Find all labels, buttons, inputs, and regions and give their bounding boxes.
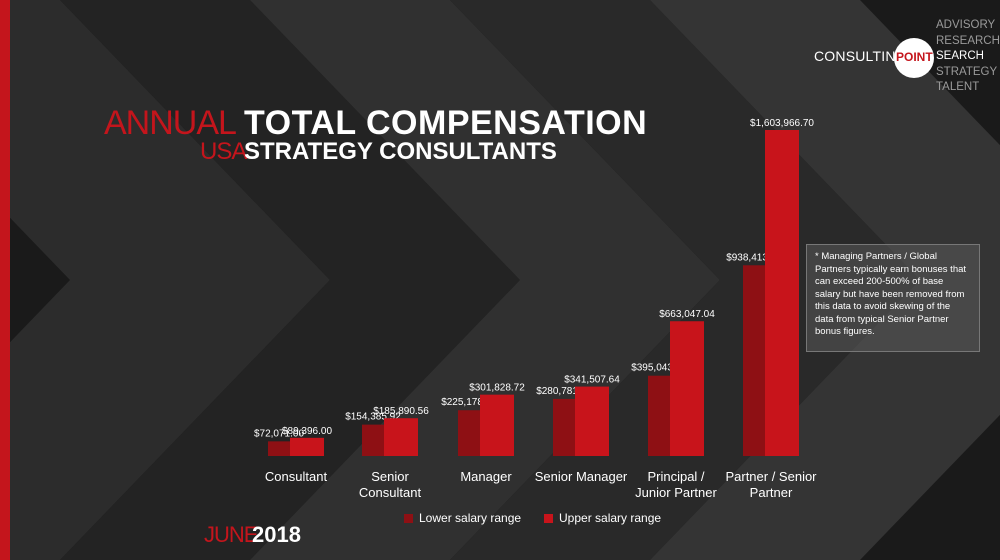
data-label-upper-1: $185,890.56 <box>373 406 429 417</box>
logo-service-strategy: STRATEGY <box>936 65 998 78</box>
footnote-box: * Managing Partners / Global Partners ty… <box>806 244 980 352</box>
logo-mark-text: POINT <box>896 50 933 64</box>
category-label-5-1: Partner <box>750 485 793 500</box>
data-label-lower-5: $938,413.42 <box>726 252 782 263</box>
logo-circle <box>894 38 934 78</box>
bar-upper-5 <box>765 130 799 456</box>
category-label-1-0: Senior <box>371 469 409 484</box>
data-label-lower-2: $225,178.72 <box>441 397 497 408</box>
legend-label-upper: Upper salary range <box>559 511 662 525</box>
legend-swatch-upper <box>544 514 553 524</box>
subtitle-accent: USA <box>200 138 247 165</box>
data-label-lower-0: $72,071.00 <box>254 428 304 439</box>
legend-label-lower: Lower salary range <box>419 511 522 525</box>
data-label-upper-3: $341,507.64 <box>564 375 620 386</box>
data-label-lower-3: $280,781.76 <box>536 386 592 397</box>
legend-item-upper: Upper salary range <box>544 511 661 525</box>
page-title: TOTAL COMPENSATION <box>244 104 648 142</box>
category-label-1-1: Consultant <box>359 485 422 500</box>
data-label-upper-4: $663,047.04 <box>659 309 715 320</box>
data-label-lower-4: $395,043.84 <box>631 363 687 374</box>
title-accent: ANNUAL <box>104 104 237 142</box>
logo-service-search: SEARCH <box>936 50 984 62</box>
bar-upper-2 <box>480 394 514 456</box>
data-label-upper-5: $1,603,966.70 <box>750 118 814 129</box>
data-label-lower-1: $154,385.92 <box>345 412 401 423</box>
legend-swatch-lower <box>404 514 413 524</box>
logo-service-talent: TALENT <box>936 81 980 93</box>
logo-brand-text: CONSULTING <box>814 48 907 64</box>
category-label-4-0: Principal / <box>647 469 704 484</box>
bar-upper-1 <box>384 418 418 456</box>
data-label-upper-2: $301,828.72 <box>469 383 525 394</box>
data-label-upper-0: $89,396.00 <box>282 426 332 437</box>
category-label-0-0: Consultant <box>265 469 328 484</box>
bar-upper-4 <box>670 321 704 456</box>
bar-upper-0 <box>290 437 324 456</box>
category-label-3-0: Senior Manager <box>535 469 628 484</box>
logo-service-research: RESEARCH <box>936 34 1000 47</box>
left-accent-bar <box>0 0 10 560</box>
logo-service-advisory: ADVISORY <box>936 19 996 31</box>
category-label-4-1: Junior Partner <box>635 485 717 500</box>
date-year: 2018 <box>252 522 301 547</box>
date-month: JUNE <box>204 522 258 547</box>
bar-upper-3 <box>575 386 609 456</box>
legend-item-lower: Lower salary range <box>404 511 521 525</box>
page-subtitle: STRATEGY CONSULTANTS <box>244 138 557 165</box>
logo-services-list: ADVISORY RESEARCH SEARCH STRATEGY TALENT <box>936 18 1000 96</box>
category-label-2-0: Manager <box>460 469 512 484</box>
category-label-5-0: Partner / Senior <box>725 469 817 484</box>
